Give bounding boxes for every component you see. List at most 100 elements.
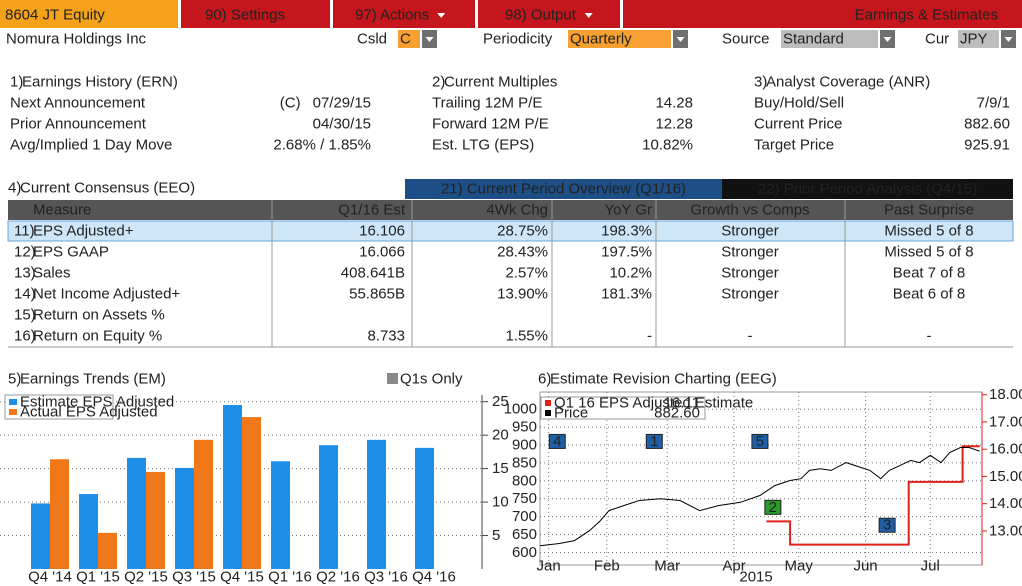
field-value: 2.68% / 1.85% (273, 137, 371, 154)
field-label: Periodicity (483, 31, 553, 48)
event-marker[interactable] (645, 433, 663, 449)
x-tick-label: Jul (921, 558, 940, 575)
menu-button[interactable]: 98) Output (505, 7, 577, 24)
field-value: 14.28 (655, 95, 693, 112)
table-cell: Stronger (721, 286, 779, 303)
event-label[interactable]: 5 (756, 433, 764, 450)
x-tick-label: Apr (722, 558, 745, 575)
section-title: Earnings History (ERN) (22, 74, 178, 91)
field-box[interactable] (568, 30, 671, 48)
section-title: Analyst Coverage (ANR) (766, 74, 930, 91)
field-value[interactable]: JPY (960, 31, 988, 48)
row-number: 11) (14, 223, 35, 240)
field-value[interactable]: Standard (783, 31, 844, 48)
field-box[interactable] (398, 30, 420, 48)
field-value: 04/30/15 (313, 116, 371, 133)
x-tick-label: Q2 '16 (316, 569, 360, 586)
event-label[interactable]: 3 (883, 517, 891, 534)
row-number: 16) (14, 328, 36, 345)
chart-number: 6) (538, 371, 551, 388)
section-number: 2) (432, 74, 445, 91)
y-tick-label: 750 (512, 490, 537, 507)
line-series (766, 445, 980, 546)
column-header: Growth vs Comps (690, 202, 809, 219)
event-marker[interactable] (751, 433, 769, 449)
toggle-label[interactable]: Q1s Only (400, 371, 463, 388)
legend-label: Estimate EPS Adjusted (20, 394, 174, 411)
section-title: Current Consensus (EEO) (20, 180, 195, 197)
table-cell: EPS Adjusted+ (33, 223, 134, 240)
field-label: Trailing 12M P/E (432, 95, 542, 112)
field-box[interactable] (958, 30, 999, 48)
legend-value: 16.11 (664, 395, 700, 412)
table-cell: Return on Equity % (33, 328, 162, 345)
field-value[interactable]: Quarterly (570, 31, 632, 48)
table-cell: Beat 7 of 8 (893, 265, 966, 282)
ticker: 8604 JT Equity (5, 7, 105, 24)
company-name: Nomura Holdings Inc (6, 31, 147, 48)
event-marker[interactable] (548, 433, 566, 449)
x-tick-label: Q3 '15 (172, 569, 216, 586)
field-box[interactable] (781, 30, 878, 48)
table-cell: Stronger (721, 265, 779, 282)
bar (127, 457, 146, 569)
column-header: Q1/16 Est (338, 202, 406, 219)
table-cell: 13.90% (497, 286, 548, 303)
tab[interactable] (722, 179, 1013, 199)
chart-number: 5) (8, 371, 21, 388)
table-cell: Stronger (721, 223, 779, 240)
event-marker[interactable] (764, 499, 782, 515)
field-label: Csld (357, 31, 387, 48)
y-tick-label: 15 (492, 460, 509, 477)
row-number: 13) (14, 265, 36, 282)
x-tick-label: Q4 '15 (220, 569, 264, 586)
table-cell: 197.5% (601, 244, 652, 261)
column-header: 4Wk Chg (486, 202, 548, 219)
event-label[interactable]: 4 (553, 433, 561, 450)
legend-swatch (545, 400, 551, 406)
legend-box (540, 396, 706, 420)
screen-title: Earnings & Estimates (855, 7, 998, 24)
field-label: Cur (925, 31, 949, 48)
y-tick-label: 850 (512, 454, 537, 471)
y2-tick-label: 17.00 (989, 413, 1022, 430)
tab[interactable] (405, 179, 722, 199)
x-tick-label: Q2 '15 (124, 569, 168, 586)
table-cell: - (748, 328, 753, 345)
dropdown-arrow (437, 13, 446, 18)
row-number: 15) (14, 307, 36, 324)
field-label: Target Price (754, 137, 834, 154)
table-cell: 28.75% (497, 223, 548, 240)
table-cell: 16.066 (359, 244, 405, 261)
field-value[interactable]: C (400, 31, 411, 48)
field-value: 925.91 (964, 137, 1010, 154)
field-value: 7/9/1 (977, 95, 1010, 112)
table-cell: - (647, 328, 652, 345)
tab-label[interactable]: 22) Prior Period Analysis (Q4/15) (758, 181, 977, 198)
y-tick-label: 900 (512, 437, 537, 454)
bar (194, 439, 213, 569)
event-marker[interactable] (878, 517, 896, 533)
dropdown-arrow (883, 37, 892, 42)
event-label[interactable]: 1 (650, 433, 658, 450)
event-label[interactable]: 2 (769, 499, 777, 516)
dropdown-arrow (676, 37, 685, 42)
menu-bar (181, 0, 330, 28)
menu-button[interactable]: 97) Actions (355, 7, 429, 24)
x-tick-label: Q1 '16 (268, 569, 312, 586)
bar (31, 503, 50, 569)
menu-button[interactable]: 90) Settings (205, 7, 285, 24)
tab-label[interactable]: 21) Current Period Overview (Q1/16) (441, 181, 686, 198)
y-tick-label: 5 (492, 527, 500, 544)
y-tick-label: 25 (492, 393, 509, 410)
bar (271, 461, 290, 569)
legend-label: Price (554, 405, 588, 422)
y2-tick-label: 14.00 (989, 495, 1022, 512)
table-cell: Sales (33, 265, 71, 282)
y-tick-label: 800 (512, 472, 537, 489)
column-header: Measure (33, 202, 91, 219)
toggle-checkbox[interactable] (387, 373, 398, 384)
x-tick-label: Q4 '16 (412, 569, 456, 586)
